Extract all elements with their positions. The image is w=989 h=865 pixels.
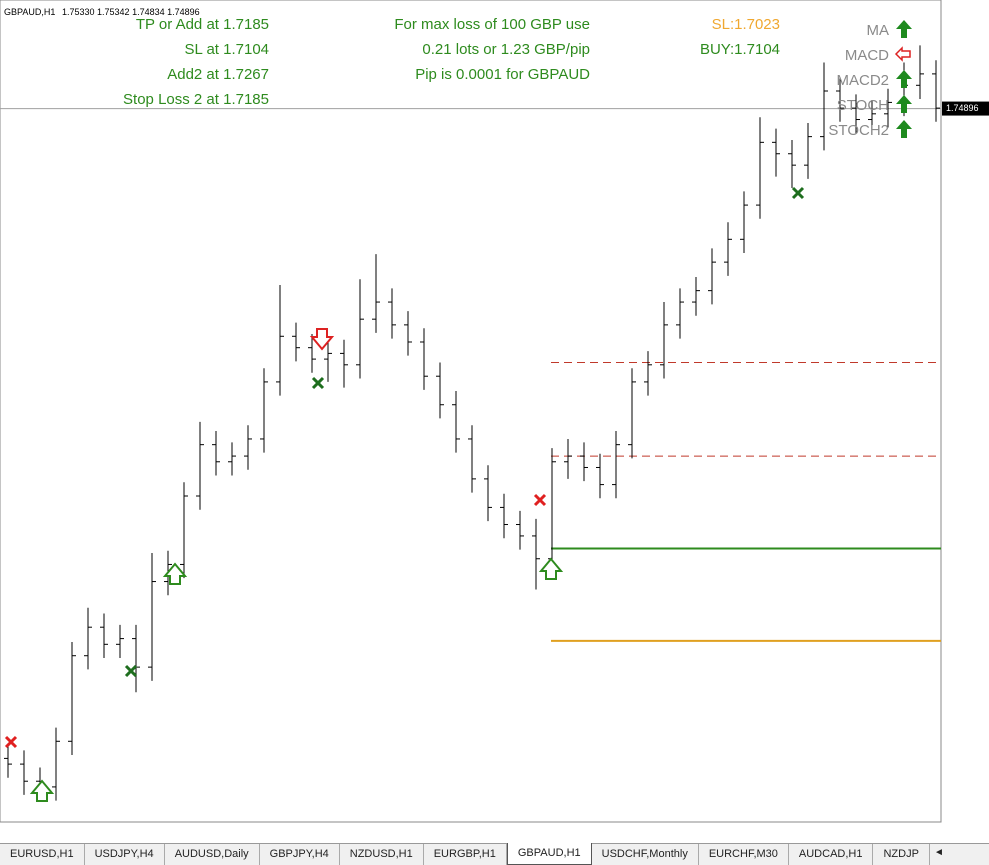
signals [4, 186, 805, 802]
exit-cross [124, 664, 138, 678]
chart-tab[interactable]: GBPJPY,H4 [260, 844, 340, 865]
quote: 1.75330 1.75342 1.74834 1.74896 [62, 7, 200, 17]
chart-tab[interactable]: EURCHF,M30 [699, 844, 789, 865]
note-mid: Pip is 0.0001 for GBPAUD [415, 66, 590, 83]
price-label: 1.74896 [946, 103, 979, 113]
indicator-arrow [896, 95, 912, 113]
chart-tab[interactable]: USDJPY,H4 [85, 844, 165, 865]
chart-tab[interactable]: EURUSD,H1 [0, 844, 85, 865]
bars [4, 45, 940, 801]
exit-cross [311, 376, 325, 390]
indicator-label: MACD2 [836, 72, 889, 89]
chart-tab[interactable]: NZDJP [873, 844, 930, 865]
note-left: TP or Add at 1.7185 [136, 16, 269, 33]
y-axis: 1.74896 [942, 101, 989, 116]
exit-cross [4, 735, 18, 749]
indicator-label: STOCH [837, 97, 889, 114]
tab-scroll[interactable]: ◄ [933, 847, 944, 858]
buy-note: BUY:1.7104 [700, 41, 780, 58]
sl-note: SL:1.7023 [712, 16, 780, 33]
note-mid: For max loss of 100 GBP use [394, 16, 590, 33]
indicator-label: MACD [845, 47, 889, 64]
symbol: GBPAUD,H1 [4, 7, 55, 17]
plot-frame [0, 0, 942, 823]
buy-arrow [29, 779, 55, 802]
chart: 1.74896 GBPAUD,H1 1.75330 1.75342 1.7483… [0, 0, 989, 823]
note-left: Add2 at 1.7267 [167, 66, 269, 83]
indicator-label: MA [867, 22, 890, 39]
indicator-arrow [896, 20, 912, 38]
chart-tab[interactable]: EURGBP,H1 [424, 844, 507, 865]
note-mid: 0.21 lots or 1.23 GBP/pip [422, 41, 590, 58]
note-left: Stop Loss 2 at 1.7185 [123, 91, 269, 108]
sell-arrow [309, 328, 335, 351]
price-box [942, 101, 989, 116]
chart-tab[interactable]: AUDCAD,H1 [789, 844, 874, 865]
chart-tab[interactable]: NZDUSD,H1 [340, 844, 424, 865]
notes: TP or Add at 1.7185 SL at 1.7104 Add2 at 1… [123, 16, 590, 108]
buy-arrow [538, 557, 564, 580]
indicator-arrow [894, 46, 911, 62]
indicator-arrow [896, 70, 912, 88]
indicator-arrow [896, 120, 912, 138]
buy-arrow [162, 562, 188, 585]
tab-bar: EURUSD,H1 USDJPY,H4 AUDUSD,Daily GBPJPY,H4 N… [0, 843, 989, 865]
chart-tab[interactable]: AUDUSD,Daily [165, 844, 260, 865]
chart-tab[interactable]: USDCHF,Monthly [592, 844, 699, 865]
exit-cross [791, 186, 805, 200]
indicator-panel: MA MACD MACD2 STOCH STOCH2 [828, 20, 912, 139]
exit-cross [533, 493, 547, 507]
note-left: SL at 1.7104 [184, 41, 269, 58]
indicator-label: STOCH2 [828, 122, 889, 139]
chart-tab[interactable]: GBPAUD,H1 [506, 843, 592, 865]
